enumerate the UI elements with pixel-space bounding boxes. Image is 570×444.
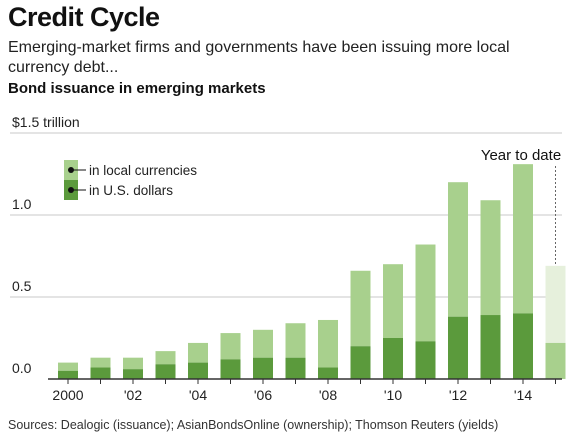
bar-usd-2013 [480, 315, 501, 379]
bar-local-2004 [188, 342, 208, 363]
bar-usd-2001 [90, 367, 111, 379]
legend: in local currencies in U.S. dollars [64, 160, 197, 200]
bar-usd-2011 [415, 341, 436, 379]
x-tick-label: '10 [384, 387, 402, 403]
bar-local-2000 [58, 362, 78, 371]
x-tick-label: '08 [319, 387, 337, 403]
x-tick-label: '14 [514, 387, 532, 403]
bar-usd-2014 [513, 313, 533, 379]
bar-usd-2005 [220, 359, 241, 379]
bar-usd-2006 [253, 357, 273, 379]
bar-usd-2012 [448, 316, 468, 379]
bar-local-2014 [513, 164, 533, 314]
bar-usd-2010 [383, 338, 403, 379]
bar-local-2012 [448, 182, 468, 317]
axis-layer: 0.0 0.5 1.0 $1.5 trillion 2000 '02 '04 '06 '08 '1… [12, 114, 562, 403]
y-tick-label: 1.0 [12, 196, 32, 212]
x-tick-label: 2000 [52, 387, 83, 403]
y-tick-label: $1.5 trillion [12, 114, 80, 130]
x-tick-label: '04 [189, 387, 207, 403]
bar-local-2009 [350, 270, 371, 347]
bar-local-2008 [318, 319, 338, 368]
legend-label-usd: in U.S. dollars [89, 183, 173, 198]
chart-heading: Bond issuance in emerging markets [8, 80, 266, 97]
bar-local-2003 [155, 351, 176, 365]
legend-label-local: in local currencies [89, 163, 197, 178]
annotation-year-to-date: Year to date [481, 147, 561, 164]
bar-local-2011 [415, 244, 436, 342]
y-tick-label: 0.5 [12, 278, 32, 294]
bar-usd-2000 [58, 370, 78, 379]
bar-local-2002 [123, 357, 143, 370]
bar-local-2001 [90, 357, 111, 368]
x-tick-label: '12 [449, 387, 467, 403]
bar-usd-2015 [545, 342, 566, 379]
bar-local-2005 [220, 333, 241, 360]
bar-usd-2004 [188, 362, 208, 379]
bar-local-2007 [285, 323, 306, 358]
bar-local-2015 [545, 265, 566, 343]
annotation-layer: Year to date [481, 147, 561, 266]
source-note: Sources: Dealogic (issuance); AsianBonds… [8, 418, 499, 432]
x-tick-label: '02 [124, 387, 142, 403]
bar-local-2010 [383, 264, 403, 338]
page-subtitle: Emerging-market firms and governments ha… [8, 39, 510, 76]
y-tick-label: 0.0 [12, 360, 32, 376]
bar-usd-2002 [123, 369, 143, 379]
bar-local-2006 [253, 329, 273, 358]
grid-layer [10, 132, 562, 298]
x-tick-label: '06 [254, 387, 272, 403]
bar-usd-2007 [285, 357, 306, 379]
bars-layer [58, 164, 566, 379]
bar-usd-2003 [155, 364, 176, 379]
bar-local-2013 [480, 200, 501, 316]
bar-usd-2008 [318, 367, 338, 379]
bar-usd-2009 [350, 346, 371, 379]
page-title: Credit Cycle [8, 2, 160, 32]
